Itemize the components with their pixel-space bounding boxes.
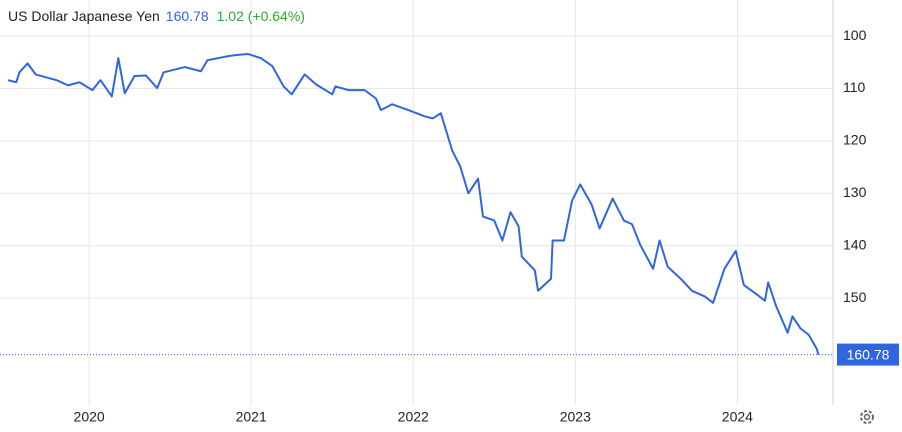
y-tick-label: 140 <box>843 236 867 252</box>
x-tick-label: 2023 <box>560 409 591 425</box>
y-tick-label: 130 <box>843 184 867 200</box>
chart-title: US Dollar Japanese Yen <box>8 8 160 24</box>
chart-header: US Dollar Japanese Yen 160.78 1.02 (+0.64%… <box>8 8 305 24</box>
y-tick-label: 150 <box>843 289 867 305</box>
price-badge <box>837 343 899 366</box>
price-badge-label: 160.78 <box>847 346 890 362</box>
x-tick-label: 2022 <box>398 409 429 425</box>
x-tick-label: 2021 <box>236 409 267 425</box>
x-tick-label: 2020 <box>74 409 105 425</box>
x-tick-label: 2024 <box>722 409 753 425</box>
y-tick-label: 110 <box>843 79 866 95</box>
price-line <box>7 52 820 355</box>
plot: 100 110 120 130 140 150 2020 2021 2022 2023 2024 16… <box>0 27 899 425</box>
header-change: 1.02 (+0.64%) <box>217 8 305 24</box>
y-tick-label: 100 <box>843 27 867 43</box>
settings-icon[interactable] <box>860 410 874 424</box>
y-tick-label: 120 <box>843 132 867 148</box>
header-price: 160.78 <box>166 8 209 24</box>
